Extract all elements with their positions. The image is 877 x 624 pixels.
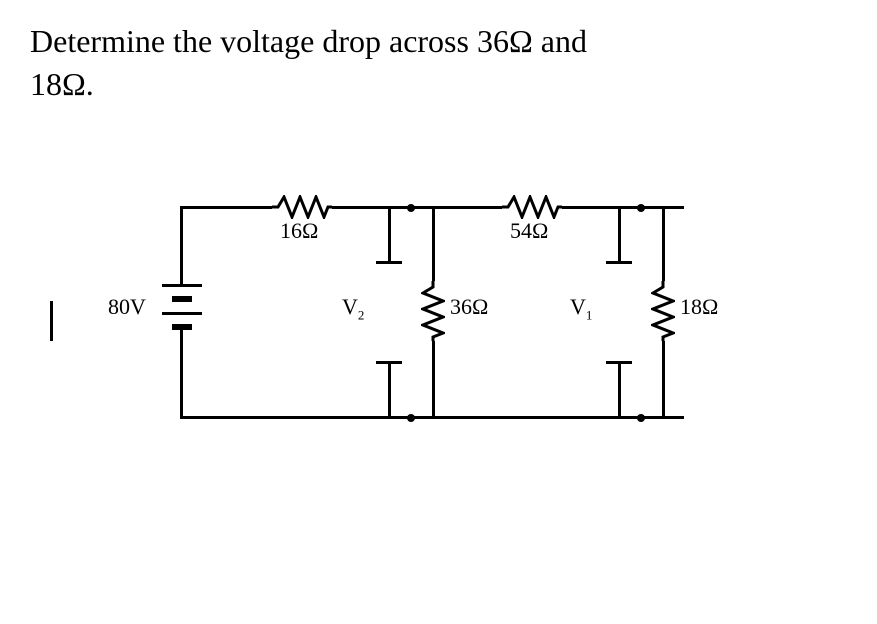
resistor-18ohm bbox=[651, 281, 675, 341]
problem-line-2: 18Ω. bbox=[30, 66, 94, 102]
label-80v: 80V bbox=[108, 294, 146, 320]
label-16ohm: 16Ω bbox=[280, 218, 318, 244]
wire-left-bot bbox=[180, 336, 183, 419]
wire-v2-cap-top bbox=[376, 261, 402, 264]
wire-v2-bot bbox=[388, 361, 391, 419]
wire-src-gap bbox=[180, 329, 183, 336]
wire-top-3 bbox=[454, 206, 502, 209]
node-right-top bbox=[637, 204, 645, 212]
wire-36-bot bbox=[432, 341, 435, 419]
wire-top-1 bbox=[180, 206, 272, 209]
wire-18-bot bbox=[662, 341, 665, 419]
node-mid-top bbox=[407, 204, 415, 212]
wire-v1-top bbox=[618, 206, 621, 261]
node-right-bot bbox=[637, 414, 645, 422]
wire-36-top bbox=[432, 206, 435, 281]
wire-v2-cap-bot bbox=[376, 361, 402, 364]
wire-18-top bbox=[662, 206, 665, 281]
label-v2: V2 bbox=[342, 294, 364, 323]
wire-v1-cap-bot bbox=[606, 361, 632, 364]
wire-left-top bbox=[180, 206, 183, 284]
label-54ohm: 54Ω bbox=[510, 218, 548, 244]
resistor-16ohm bbox=[272, 195, 332, 219]
resistor-54ohm bbox=[502, 195, 562, 219]
circuit-diagram: 80V 16Ω 54Ω 36Ω 18Ω V2 V1 bbox=[80, 186, 780, 466]
problem-line-1: Determine the voltage drop across 36Ω an… bbox=[30, 23, 587, 59]
label-v1: V1 bbox=[570, 294, 592, 323]
wire-v2-top bbox=[388, 206, 391, 261]
resistor-36ohm bbox=[421, 281, 445, 341]
wire-v1-cap-top bbox=[606, 261, 632, 264]
wire-v1-bot bbox=[618, 361, 621, 419]
label-36ohm: 36Ω bbox=[450, 294, 488, 320]
problem-statement: Determine the voltage drop across 36Ω an… bbox=[30, 20, 847, 106]
edge-tick bbox=[50, 301, 53, 341]
label-18ohm: 18Ω bbox=[680, 294, 718, 320]
node-mid-bot bbox=[407, 414, 415, 422]
wire-bottom-ext bbox=[662, 416, 684, 419]
